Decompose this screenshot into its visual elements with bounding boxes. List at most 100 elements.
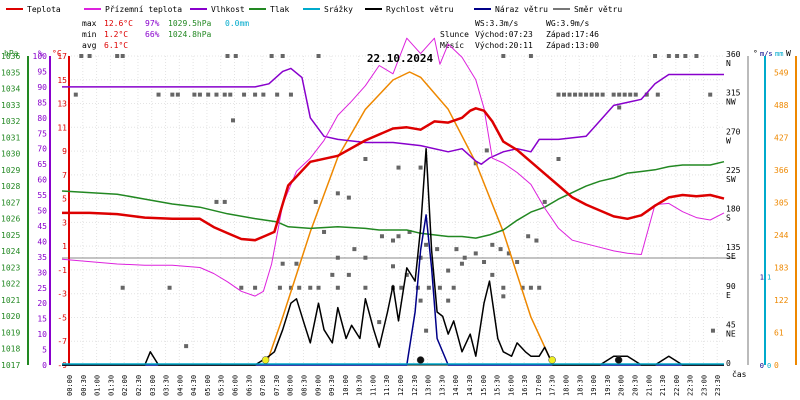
stat-text-13: Slunce <box>440 30 469 39</box>
wind-direction-point-2 <box>115 54 120 58</box>
pressure-tick-0: 1036 <box>1 52 20 61</box>
wind-direction-point-36 <box>584 92 589 97</box>
temp-tick-11: -5 <box>57 313 67 322</box>
temp-tick-7: 3 <box>62 218 67 227</box>
humidity-tick-10: 50 <box>37 207 47 216</box>
wind-direction-point-26 <box>242 92 247 97</box>
wind-direction-point-93 <box>335 285 340 290</box>
time-tick-20: 10:00 <box>342 375 350 396</box>
sunset-marker <box>548 356 556 364</box>
wind-direction-point-39 <box>600 92 605 97</box>
stat-text-1: 12.6°C <box>104 19 133 28</box>
humidity-tick-17: 15 <box>37 315 47 324</box>
wind-direction-point-101 <box>501 285 506 290</box>
pressure-tick-9: 1027 <box>1 198 20 207</box>
humidity-tick-4: 80 <box>37 114 47 123</box>
axes: hPa% °C ° m/s mm W1715131197531-1-3-5-7-91009… <box>1 49 797 396</box>
time-tick-38: 19:00 <box>590 375 598 396</box>
wind-direction-point-103 <box>528 285 533 290</box>
moonrise-marker <box>614 356 623 364</box>
wind-axis-unit: m/s <box>760 50 773 58</box>
wind-direction-point-20 <box>192 92 197 97</box>
direction-tick-label-6: E <box>726 291 731 300</box>
wind-direction-point-37 <box>589 92 594 97</box>
wind-direction-point-21 <box>197 92 202 97</box>
wind-direction-point-119 <box>184 344 189 349</box>
stat-text-12: WG:3.9m/s <box>546 19 590 28</box>
wind-direction-point-15 <box>694 54 699 58</box>
humidity-tick-15: 25 <box>37 284 47 293</box>
wind-direction-point-1 <box>87 54 92 58</box>
wind-direction-point-34 <box>573 92 578 97</box>
pressure-tick-13: 1023 <box>1 263 20 272</box>
wind-direction-point-11 <box>653 54 658 58</box>
wind-direction-point-46 <box>655 92 660 97</box>
wind-direction-point-74 <box>498 247 503 252</box>
wind-direction-point-73 <box>490 242 495 247</box>
stat-text-5: min <box>82 30 97 39</box>
wind-direction-point-87 <box>253 285 258 290</box>
wind-tick-1: 0 <box>760 362 764 370</box>
time-tick-19: 09:30 <box>328 375 336 396</box>
wind-direction-point-81 <box>418 165 423 170</box>
wind-direction-point-91 <box>308 285 313 290</box>
time-tick-26: 13:00 <box>425 375 433 396</box>
wind-direction-point-116 <box>501 294 506 299</box>
temp-tick-5: 7 <box>62 171 67 180</box>
wind-direction-point-33 <box>567 92 572 97</box>
wind-direction-point-66 <box>424 242 429 247</box>
direction-tick-label-5: SE <box>726 252 736 261</box>
direction-tick-1: 315 <box>726 89 741 98</box>
wind-direction-point-109 <box>391 264 395 269</box>
wind-direction-point-78 <box>534 238 539 243</box>
wind-direction-point-3 <box>120 54 125 58</box>
direction-tick-label-0: N <box>726 59 731 68</box>
time-tick-17: 08:30 <box>300 375 308 396</box>
wind-direction-point-18 <box>170 92 175 97</box>
wind-direction-point-27 <box>253 92 258 97</box>
time-tick-2: 01:00 <box>94 375 102 396</box>
wind-direction-point-69 <box>454 247 459 252</box>
pressure-tick-14: 1022 <box>1 280 20 289</box>
time-tick-25: 12:30 <box>411 375 419 396</box>
wind-direction-point-4 <box>225 54 230 58</box>
pressure-tick-12: 1024 <box>1 247 20 256</box>
time-tick-34: 17:00 <box>535 375 543 396</box>
solar-tick-1: 488 <box>774 101 789 110</box>
wind-direction-point-105 <box>280 261 285 266</box>
direction-tick-label-2: W <box>726 136 731 145</box>
time-tick-30: 15:00 <box>480 375 488 396</box>
humidity-tick-0: 100 <box>33 52 48 61</box>
wind-direction-point-59 <box>352 247 357 252</box>
time-tick-28: 14:00 <box>452 375 460 396</box>
wind-direction-point-19 <box>175 92 180 97</box>
time-tick-4: 02:00 <box>121 375 129 396</box>
wind-direction-point-47 <box>708 92 713 97</box>
humidity-axis-unit: % <box>38 49 43 58</box>
humidity-tick-6: 70 <box>37 145 47 154</box>
direction-tick-5: 135 <box>726 243 741 252</box>
wind-direction-point-88 <box>277 285 282 290</box>
solar-tick-8: 61 <box>774 329 784 338</box>
legend-label-4: Srážky <box>324 5 353 14</box>
wind-direction-point-43 <box>628 92 633 97</box>
time-tick-6: 03:00 <box>149 375 157 396</box>
wind-direction-point-25 <box>228 92 233 97</box>
wind-direction-point-0 <box>79 54 84 58</box>
series-line-n-raz-v-tru <box>62 214 724 366</box>
wind-direction-point-23 <box>214 92 219 97</box>
wind-direction-point-75 <box>506 251 511 256</box>
wind-direction-point-31 <box>556 92 561 97</box>
time-tick-22: 11:00 <box>369 375 377 396</box>
wind-direction-point-51 <box>542 199 547 204</box>
humidity-tick-20: 0 <box>42 361 47 370</box>
stat-text-17: Východ:20:11 <box>475 41 533 50</box>
wind-direction-point-68 <box>446 268 451 273</box>
wind-direction-point-85 <box>167 285 172 290</box>
time-tick-39: 19:30 <box>604 375 612 396</box>
time-tick-29: 14:30 <box>466 375 474 396</box>
direction-tick-label-3: SW <box>726 175 736 184</box>
humidity-tick-16: 20 <box>37 299 47 308</box>
temp-tick-1: 15 <box>57 76 67 85</box>
pressure-tick-8: 1028 <box>1 182 20 191</box>
